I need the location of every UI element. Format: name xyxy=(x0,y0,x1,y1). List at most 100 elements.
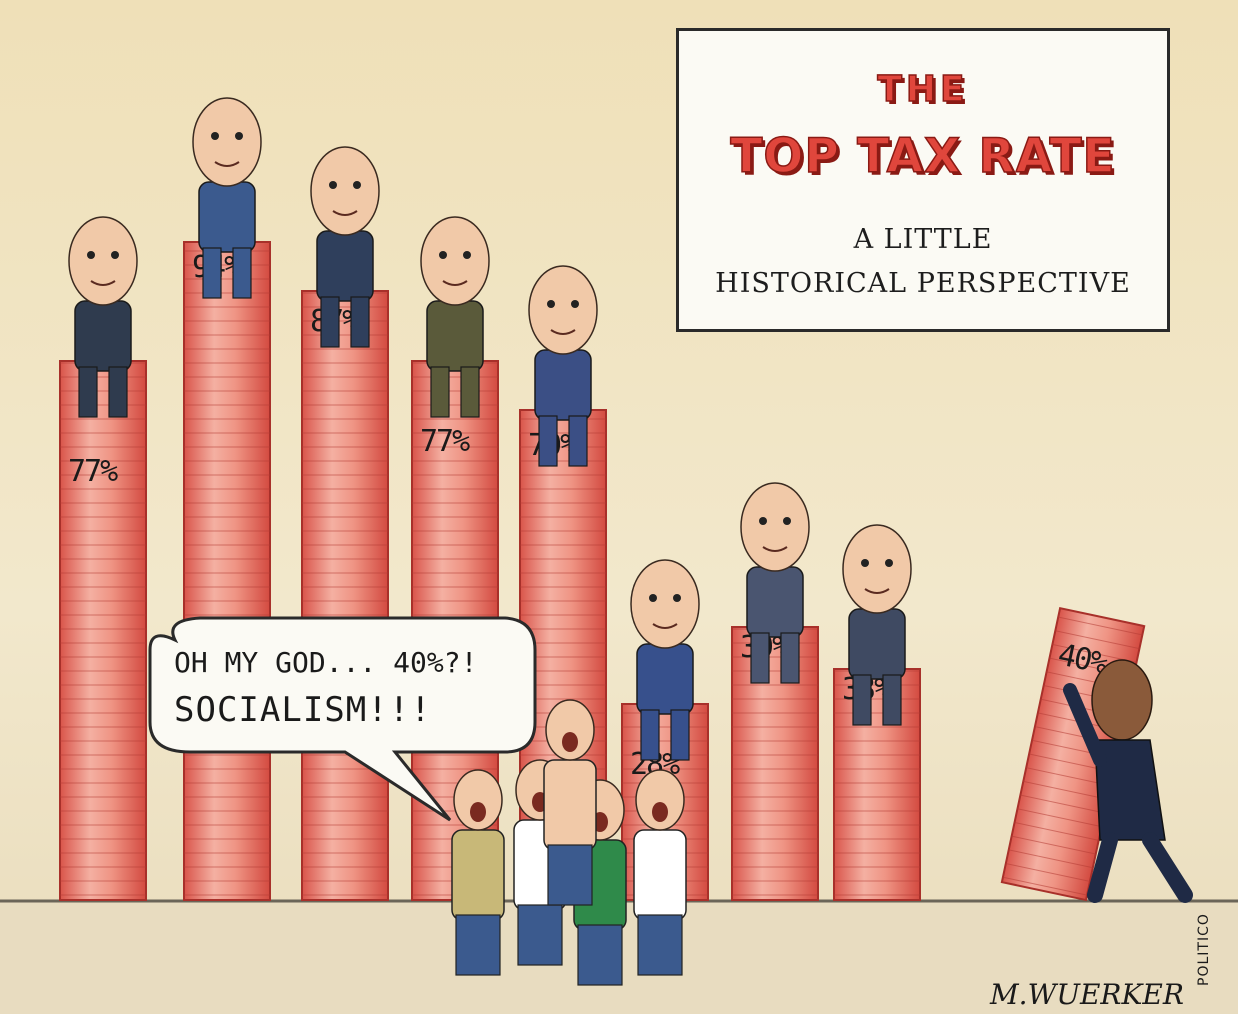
figure-leg xyxy=(1142,832,1193,903)
figure-3 xyxy=(310,146,380,348)
figure-mouth xyxy=(864,588,890,594)
figure-leg xyxy=(640,709,660,761)
figure-arm xyxy=(1063,683,1107,767)
figure-leg xyxy=(108,366,128,418)
figure-4 xyxy=(420,216,490,418)
panicked-crowd xyxy=(451,699,687,986)
figure-eye xyxy=(783,517,791,525)
figure-body xyxy=(316,230,374,302)
figure-eye xyxy=(353,181,361,189)
figure-eye xyxy=(673,594,681,602)
bar-bricks xyxy=(184,242,270,900)
figure-1 xyxy=(68,216,138,418)
person-head xyxy=(453,769,503,831)
figure-eye xyxy=(463,251,471,259)
speech-line-2: SOCIALISM!!! xyxy=(174,690,432,730)
figure-head xyxy=(740,482,810,572)
figure-leg xyxy=(78,366,98,418)
figure-leg xyxy=(350,296,370,348)
figure-mouth xyxy=(762,546,788,552)
figure-leg xyxy=(852,674,872,726)
bar-bricks xyxy=(60,361,146,900)
figure-8 xyxy=(842,524,912,726)
caricature-figures xyxy=(68,97,1193,903)
figure-eye xyxy=(439,251,447,259)
person-body xyxy=(543,759,597,851)
person-mouth xyxy=(652,802,668,822)
subtitle-line-2: HISTORICAL PERSPECTIVE xyxy=(715,268,1131,299)
figure-eye xyxy=(211,132,219,140)
figure-mouth xyxy=(652,623,678,629)
figure-leg xyxy=(320,296,340,348)
figure-eye xyxy=(759,517,767,525)
figure-6 xyxy=(630,559,700,761)
bar-bricks xyxy=(302,291,388,900)
person-legs xyxy=(517,904,563,966)
figure-body xyxy=(1094,739,1166,841)
person-legs xyxy=(455,914,501,976)
figure-body xyxy=(848,608,906,680)
bar-bricks xyxy=(834,669,920,900)
figure-head xyxy=(420,216,490,306)
figure-body xyxy=(746,566,804,638)
figure-leg xyxy=(232,247,252,299)
title-line-2: TOP TAX RATE xyxy=(730,128,1116,185)
tax-bar-8: 33% xyxy=(833,668,921,901)
figure-leg xyxy=(882,674,902,726)
figure-2 xyxy=(192,97,262,299)
speech-line-1: OH MY GOD... 40%?! xyxy=(174,646,478,679)
figure-eye xyxy=(885,559,893,567)
figure-leg xyxy=(430,366,450,418)
figure-eye xyxy=(111,251,119,259)
crowd-person-4 xyxy=(633,769,687,976)
figure-7 xyxy=(740,482,810,684)
person-mouth xyxy=(470,802,486,822)
bar-label: 77% xyxy=(68,454,118,489)
tax-bar-7: 39% xyxy=(731,626,819,901)
figure-leg xyxy=(460,366,480,418)
figure-eye xyxy=(861,559,869,567)
person-mouth xyxy=(562,732,578,752)
figure-mouth xyxy=(214,161,240,167)
figure-head xyxy=(192,97,262,187)
bar-bricks xyxy=(732,627,818,900)
figure-5 xyxy=(528,265,598,467)
figure-leg xyxy=(670,709,690,761)
figure-leg xyxy=(202,247,222,299)
figure-head xyxy=(310,146,380,236)
figure-head xyxy=(1091,659,1153,741)
figure-leg xyxy=(1087,832,1118,903)
subtitle-line-1: A LITTLE xyxy=(853,224,993,255)
person-head xyxy=(635,769,685,831)
speech-bubble xyxy=(148,616,537,822)
person-body xyxy=(451,829,505,921)
figure-mouth xyxy=(90,280,116,286)
figure-mouth xyxy=(332,210,358,216)
tax-bar-2: 94% xyxy=(183,241,271,901)
figure-body xyxy=(198,181,256,253)
figure-eye xyxy=(571,300,579,308)
person-body xyxy=(633,829,687,921)
figure-leg xyxy=(750,632,770,684)
figure-eye xyxy=(87,251,95,259)
person-legs xyxy=(547,844,593,906)
figure-leg xyxy=(568,415,588,467)
person-legs xyxy=(637,914,683,976)
publisher-credit: POLITICO xyxy=(1196,913,1212,986)
title-box: THE TOP TAX RATE A LITTLE HISTORICAL PER… xyxy=(676,28,1170,332)
figure-head xyxy=(630,559,700,649)
crowd-person-5 xyxy=(543,699,597,906)
figure-head xyxy=(68,216,138,306)
figure-head xyxy=(842,524,912,614)
person-legs xyxy=(577,924,623,986)
figure-eye xyxy=(329,181,337,189)
pushing-figure xyxy=(1063,659,1193,903)
figure-mouth xyxy=(550,329,576,335)
tax-bar-3: 87% xyxy=(301,290,389,901)
bar-label: 77% xyxy=(420,424,470,459)
crowd-person-1 xyxy=(451,769,505,976)
figure-body xyxy=(534,349,592,421)
figure-body xyxy=(636,643,694,715)
figure-leg xyxy=(538,415,558,467)
figure-body xyxy=(74,300,132,372)
